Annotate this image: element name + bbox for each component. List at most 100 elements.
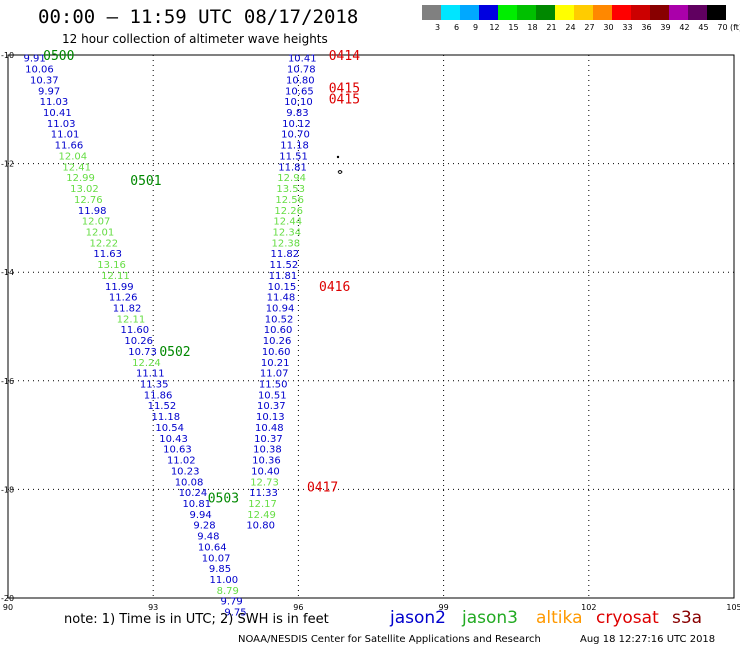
wave-height-value: 10.41 (43, 108, 72, 119)
wave-height-value: 10.07 (202, 553, 231, 564)
lat-tick-label: -18 (1, 485, 14, 494)
wave-height-value: 11.50 (259, 380, 288, 391)
wave-height-value: 11.82 (113, 303, 142, 314)
wave-height-value: 11.01 (51, 130, 80, 141)
island-mark (336, 155, 340, 159)
satellite-name-jason3: jason3 (462, 608, 518, 628)
wave-height-value: 10.15 (268, 282, 297, 293)
legend-swatch-label: 12 (489, 23, 500, 32)
wave-height-value: 12.26 (274, 206, 303, 217)
legend-swatch (479, 5, 498, 20)
wave-height-value: 10.51 (258, 390, 287, 401)
wave-height-value: 10.80 (286, 75, 315, 86)
wave-height-value: 13.02 (70, 184, 99, 195)
wave-height-value: 11.11 (136, 369, 165, 380)
lon-tick-label: 90 (3, 603, 13, 612)
wave-height-value: 11.07 (260, 369, 289, 380)
wave-height-value: 12.76 (74, 195, 103, 206)
wave-height-value: 10.26 (124, 336, 153, 347)
wave-height-value: 10.60 (264, 325, 293, 336)
wave-height-value: 11.02 (167, 456, 196, 467)
legend-swatch (669, 5, 688, 20)
pass-label: 0415 (329, 82, 360, 97)
wave-height-value: 11.33 (249, 488, 278, 499)
legend-swatch-label: 18 (527, 23, 538, 32)
wave-height-value: 10.23 (171, 466, 200, 477)
wave-height-value: 12.07 (82, 217, 111, 228)
wave-height-value: 11.48 (267, 293, 296, 304)
island-mark (337, 170, 343, 174)
wave-height-value: 11.18 (280, 141, 309, 152)
wave-height-value: 10.12 (282, 119, 311, 130)
generated-timestamp: Aug 18 12:27:16 UTC 2018 (580, 634, 716, 645)
wave-height-value: 10.81 (182, 499, 211, 510)
pass-label: 0503 (208, 492, 239, 507)
wave-height-value: 9.28 (193, 521, 215, 532)
satellite-name-s3a: s3a (672, 608, 703, 628)
wave-height-value: 11.86 (144, 390, 173, 401)
wave-height-value: 9.97 (38, 86, 60, 97)
wave-height-value: 12.24 (132, 358, 161, 369)
wave-height-value: 9.75 (224, 608, 246, 619)
legend-swatch (574, 5, 593, 20)
wave-height-value: 11.98 (78, 206, 107, 217)
wave-height-value: 12.11 (101, 271, 130, 282)
wave-height-value: 10.70 (281, 130, 310, 141)
map-frame (7, 54, 735, 599)
wave-height-value: 12.34 (272, 227, 301, 238)
wave-height-value: 11.81 (269, 271, 298, 282)
satellite-name-altika: altika (536, 608, 583, 628)
wave-height-value: 11.51 (279, 151, 308, 162)
pass-label: 0502 (159, 345, 190, 360)
lon-tick-label: 99 (439, 603, 449, 612)
legend-swatch (498, 5, 517, 20)
wave-height-value: 10.43 (159, 434, 188, 445)
wave-height-value: 9.83 (286, 108, 308, 119)
wave-height-value: 12.94 (277, 173, 306, 184)
wave-height-value: 12.44 (273, 217, 302, 228)
lon-tick-label: 102 (581, 603, 596, 612)
wave-height-value: 11.60 (120, 325, 149, 336)
wave-height-value: 11.63 (93, 249, 122, 260)
lat-tick-label: -14 (1, 268, 14, 277)
legend-swatch (688, 5, 707, 20)
map-subtitle: 12 hour collection of altimeter wave hei… (62, 32, 328, 46)
legend-swatch-label: 33 (622, 23, 633, 32)
wave-height-value: 10.06 (25, 65, 54, 76)
wave-height-value: 8.79 (217, 586, 239, 597)
wave-height-value: 9.48 (197, 532, 219, 543)
wave-height-value: 11.52 (148, 401, 177, 412)
wave-height-value: 10.63 (163, 445, 192, 456)
footer-note: note: 1) Time is in UTC; 2) SWH is in fe… (64, 612, 329, 627)
wave-height-value: 10.40 (251, 466, 280, 477)
wave-height-value: 10.26 (263, 336, 292, 347)
legend-swatch-label: 30 (603, 23, 614, 32)
wave-height-value: 10.21 (261, 358, 290, 369)
legend-swatch-label: 42 (679, 23, 690, 32)
lon-tick-label: 93 (148, 603, 158, 612)
wave-height-value: 11.99 (105, 282, 134, 293)
wave-height-value: 10.41 (288, 54, 317, 65)
pass-label: 0417 (307, 481, 338, 496)
wave-height-value: 9.85 (209, 564, 231, 575)
legend-swatch-label: 36 (641, 23, 652, 32)
wave-height-value: 11.26 (109, 293, 138, 304)
wave-height-value: 10.37 (254, 434, 283, 445)
wave-height-value: 11.81 (278, 162, 307, 173)
wave-height-value: 12.99 (66, 173, 95, 184)
wave-height-value: 11.00 (210, 575, 239, 586)
legend-swatch (460, 5, 479, 20)
wave-height-value: 10.37 (30, 75, 59, 86)
wave-height-value: 10.13 (256, 412, 285, 423)
pass-label: 0415 (329, 92, 360, 107)
legend-swatch (441, 5, 460, 20)
satellite-name-jason2: jason2 (390, 608, 446, 628)
map-title: 00:00 – 11:59 UTC 08/17/2018 (38, 6, 359, 28)
wave-height-value: 10.94 (266, 303, 295, 314)
wave-height-value: 10.08 (175, 477, 204, 488)
legend-swatch (517, 5, 536, 20)
wave-height-value: 10.38 (253, 445, 282, 456)
wave-height-value: 11.03 (40, 97, 69, 108)
wave-height-value: 12.22 (90, 238, 119, 249)
wave-height-value: 10.65 (285, 86, 314, 97)
